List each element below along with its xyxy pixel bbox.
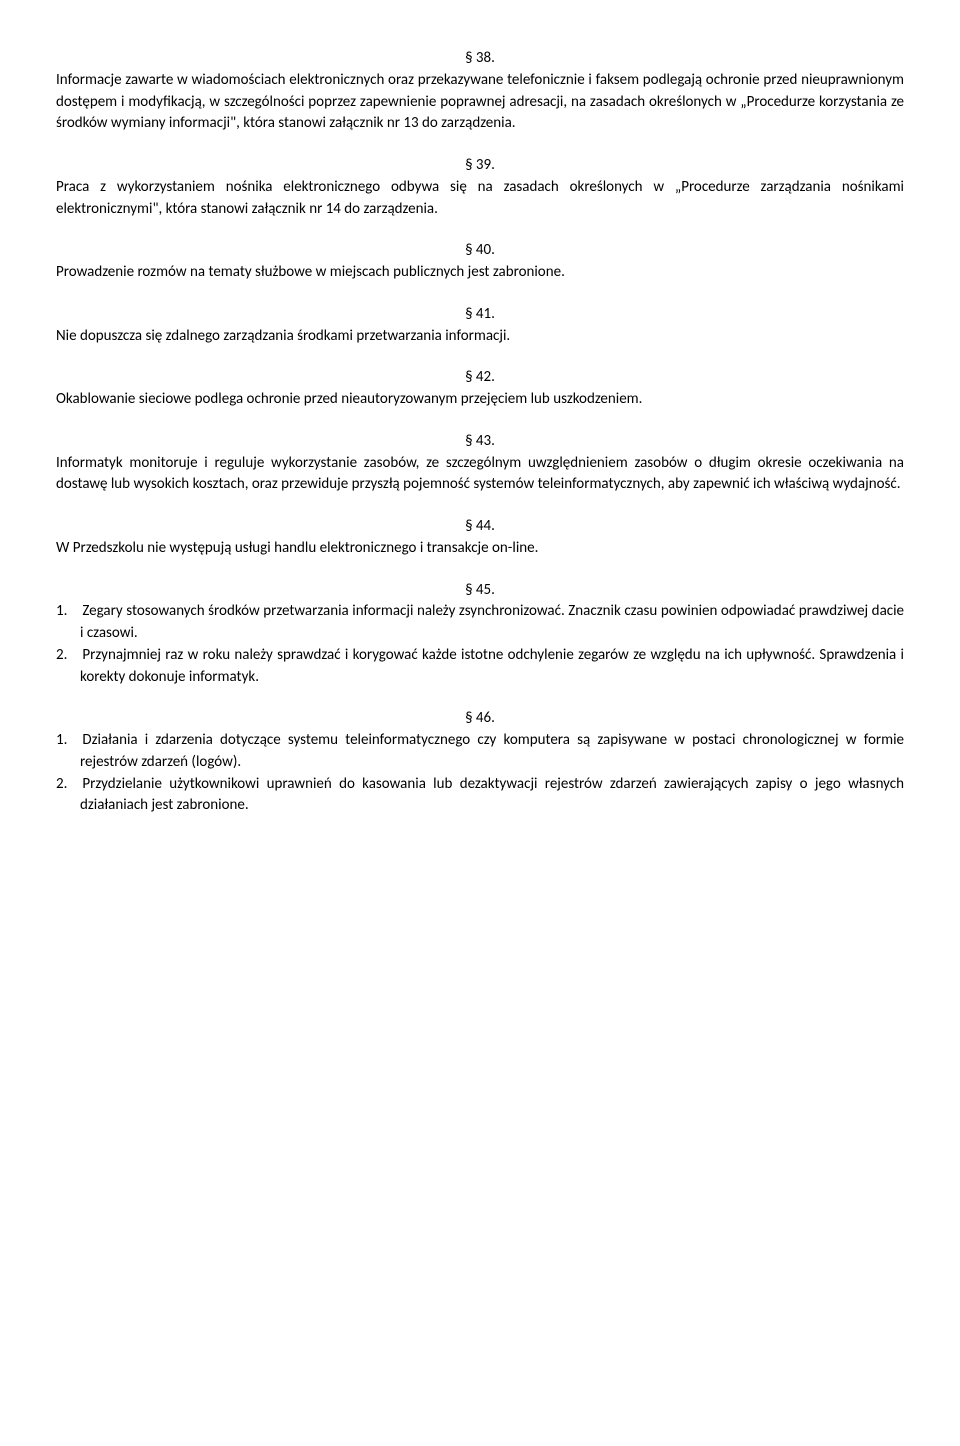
section-42-text: Okablowanie sieciowe podlega ochronie pr… <box>56 389 904 411</box>
section-38-text: Informacje zawarte w wiadomościach elekt… <box>56 70 904 135</box>
section-39-number: § 39. <box>56 155 904 177</box>
section-40-number: § 40. <box>56 240 904 262</box>
section-45-number: § 45. <box>56 580 904 602</box>
section-45-item-2: 2. Przynajmniej raz w roku należy sprawd… <box>56 645 904 689</box>
section-46-list: 1. Działania i zdarzenia dotyczące syste… <box>56 730 904 817</box>
section-45-item-1: 1. Zegary stosowanych środków przetwarza… <box>56 601 904 645</box>
section-38-number: § 38. <box>56 48 904 70</box>
section-46-item-2: 2. Przydzielanie użytkownikowi uprawnień… <box>56 774 904 818</box>
section-43-text: Informatyk monitoruje i reguluje wykorzy… <box>56 453 904 497</box>
section-39-text: Praca z wykorzystaniem nośnika elektroni… <box>56 177 904 221</box>
section-43-number: § 43. <box>56 431 904 453</box>
section-42-number: § 42. <box>56 367 904 389</box>
section-44-text: W Przedszkolu nie występują usługi handl… <box>56 538 904 560</box>
section-46-number: § 46. <box>56 708 904 730</box>
section-40-text: Prowadzenie rozmów na tematy służbowe w … <box>56 262 904 284</box>
section-41-text: Nie dopuszcza się zdalnego zarządzania ś… <box>56 326 904 348</box>
section-41-number: § 41. <box>56 304 904 326</box>
section-45-list: 1. Zegary stosowanych środków przetwarza… <box>56 601 904 688</box>
section-46-item-1: 1. Działania i zdarzenia dotyczące syste… <box>56 730 904 774</box>
section-44-number: § 44. <box>56 516 904 538</box>
